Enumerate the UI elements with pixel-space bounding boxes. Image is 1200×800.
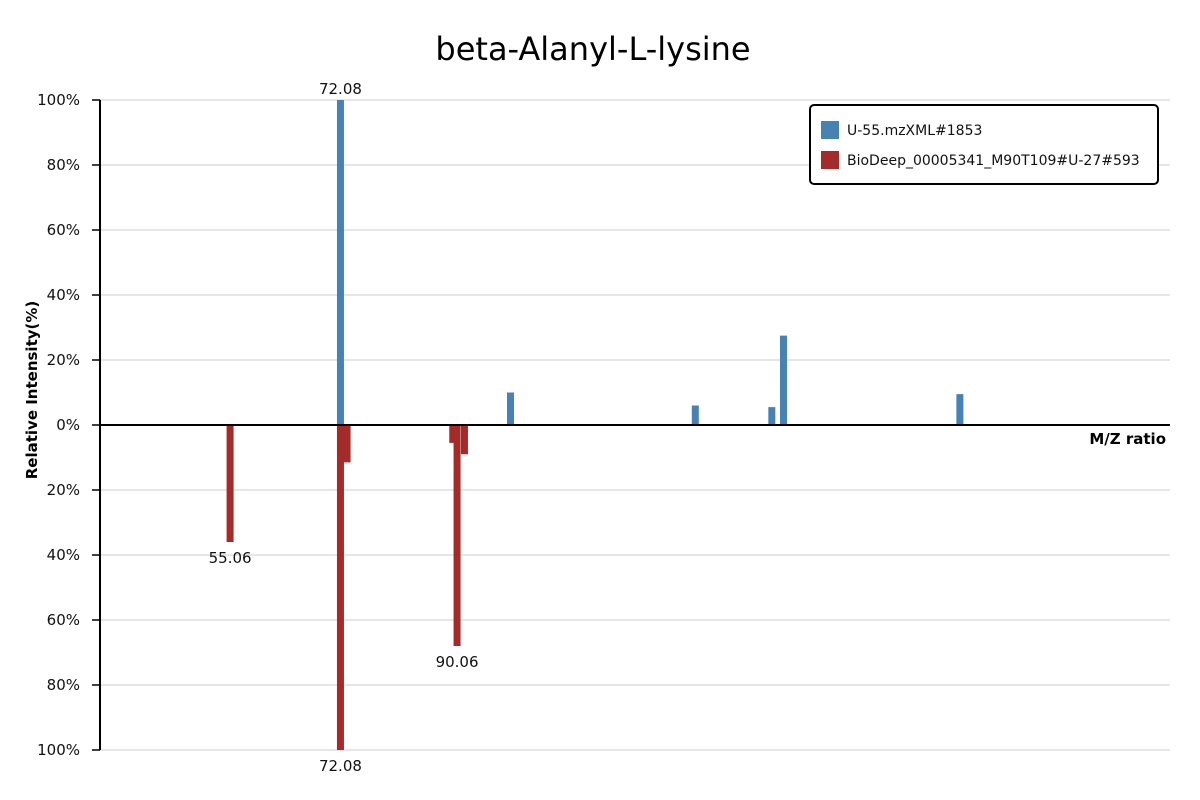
y-tick-label-1: 80%	[47, 156, 80, 174]
y-tick-label-10: 100%	[37, 741, 80, 759]
grid-lines	[100, 99, 1170, 751]
legend: U-55.mzXML#1853 BioDeep_00005341_M90T109…	[809, 104, 1159, 185]
peak-label-series-2-1: 55.06	[209, 549, 252, 567]
y-tick-label-9: 80%	[47, 676, 80, 694]
peak-bar-series-1-3	[691, 405, 699, 425]
peak-bar-series-1-2	[506, 392, 514, 425]
legend-label-series-1: U-55.mzXML#1853	[847, 123, 982, 139]
peak-bar-series-1-5	[780, 335, 788, 425]
peak-bar-series-2-3	[343, 425, 351, 463]
peak-bars	[226, 100, 964, 750]
legend-box	[809, 104, 1159, 185]
peak-bar-series-2-2	[336, 425, 344, 750]
peak-labels: 72.08 55.06 72.08 90.06	[209, 80, 479, 775]
peak-bar-series-1-1	[336, 100, 344, 425]
y-tick-label-0: 100%	[37, 91, 80, 109]
peak-label-series-2-5: 90.06	[436, 653, 479, 671]
y-tick-label-4: 20%	[47, 351, 80, 369]
legend-label-series-2: BioDeep_00005341_M90T109#U-27#593	[847, 153, 1140, 169]
y-tick-label-3: 40%	[47, 286, 80, 304]
peak-label-series-2-2: 72.08	[319, 757, 362, 775]
chart-title: beta-Alanyl-L-lysine	[435, 30, 750, 68]
peak-bar-series-2-5	[453, 425, 461, 646]
y-tick-label-6: 20%	[47, 481, 80, 499]
y-axis-label: Relative Intensity(%)	[23, 301, 41, 480]
y-tick-labels: 100% 80% 60% 40% 20% 0% 20% 40% 60% 80% 100%	[37, 91, 100, 759]
x-axis-label: M/Z ratio	[1089, 430, 1166, 448]
legend-swatch-series-1	[821, 121, 839, 139]
legend-swatch-series-2	[821, 151, 839, 169]
y-tick-label-5: 0%	[56, 416, 80, 434]
peak-label-series-1-1: 72.08	[319, 80, 362, 98]
peak-bar-series-1-6	[956, 394, 964, 425]
y-tick-label-2: 60%	[47, 221, 80, 239]
y-tick-label-8: 60%	[47, 611, 80, 629]
peak-bar-series-2-4	[449, 425, 457, 443]
peak-bar-series-2-6	[460, 425, 468, 455]
peak-bar-series-1-4	[768, 407, 776, 425]
peak-bar-series-2-1	[226, 425, 234, 542]
y-tick-label-7: 40%	[47, 546, 80, 564]
